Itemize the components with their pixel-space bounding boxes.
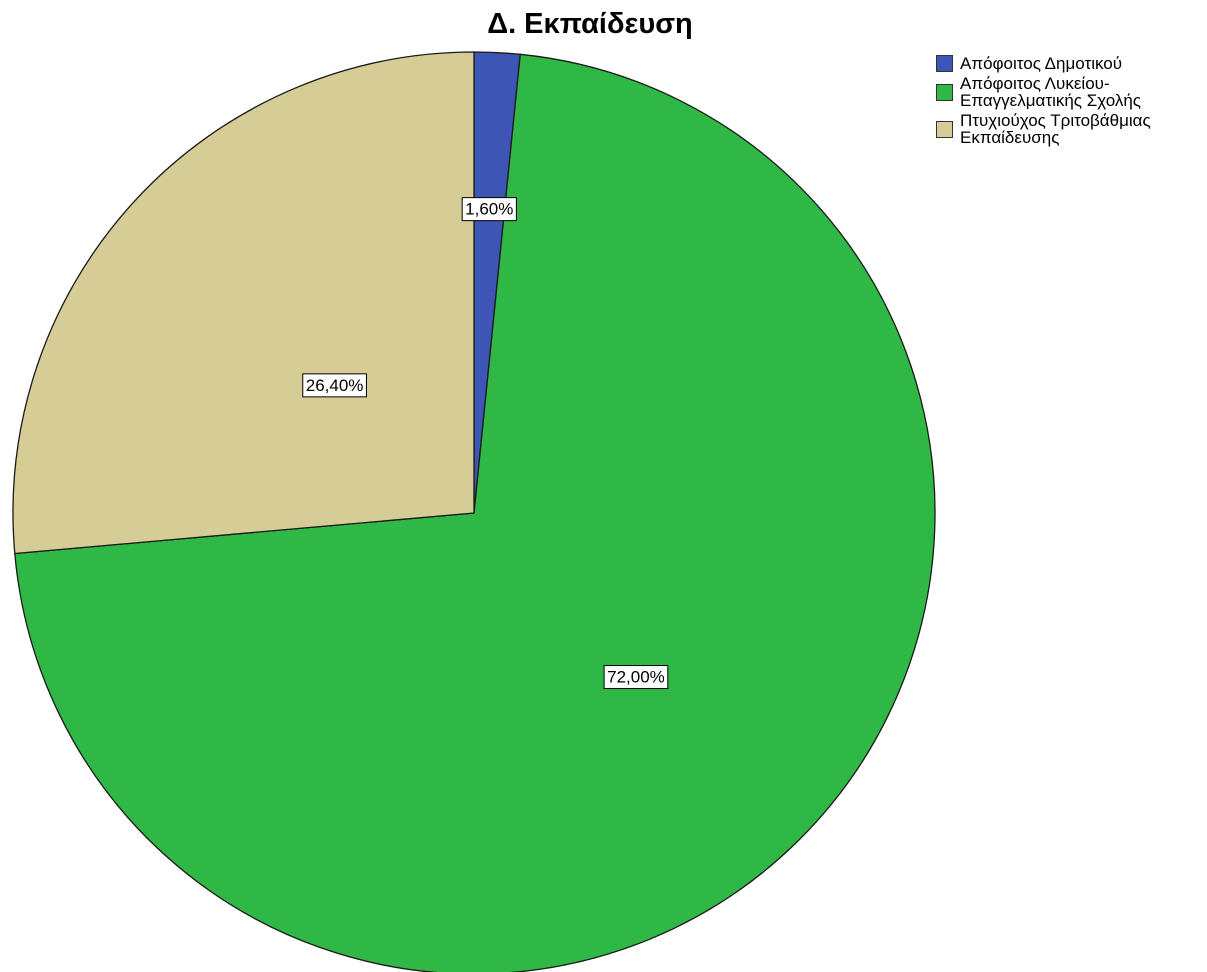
legend-item-high-school: Απόφοιτος Λυκείου- Επαγγελματικής Σχολής (936, 75, 1204, 109)
data-label-text-high-school: 72,00% (607, 668, 665, 687)
legend-label-high-school: Απόφοιτος Λυκείου- Επαγγελματικής Σχολής (960, 74, 1141, 110)
legend-item-primary-school: Απόφοιτος Δημοτικού (936, 55, 1204, 72)
legend-swatch-university (936, 120, 953, 138)
legend-swatch-high-school (936, 83, 953, 101)
data-label-box-high-school (603, 665, 669, 690)
legend-item-university: Πτυχιούχος Τριτοβάθμιας Εκπαίδευσης (936, 112, 1204, 146)
pie-chart: 1,60% 72,00% 26,40% (12, 51, 936, 972)
pie-slice-high-school (14, 53, 936, 972)
legend-swatch-primary-school (936, 55, 953, 72)
legend-label-primary-school: Απόφοιτος Δημοτικού (960, 54, 1123, 73)
legend: Απόφοιτος Δημοτικού Απόφοιτος Λυκείου- Ε… (936, 55, 1204, 149)
data-label-primary-school: 1,60% (461, 197, 517, 222)
data-label-university: 26,40% (302, 373, 367, 398)
data-label-text-primary-school: 1,60% (465, 200, 513, 219)
chart-title: Δ. Εκπαίδευση (487, 8, 693, 40)
pie-slice-university (12, 51, 475, 555)
data-label-high-school: 72,00% (603, 665, 669, 690)
data-label-box-primary-school (461, 197, 517, 222)
data-label-box-university (302, 373, 367, 398)
data-label-text-university: 26,40% (306, 376, 364, 395)
legend-label-university: Πτυχιούχος Τριτοβάθμιας Εκπαίδευσης (960, 111, 1151, 147)
